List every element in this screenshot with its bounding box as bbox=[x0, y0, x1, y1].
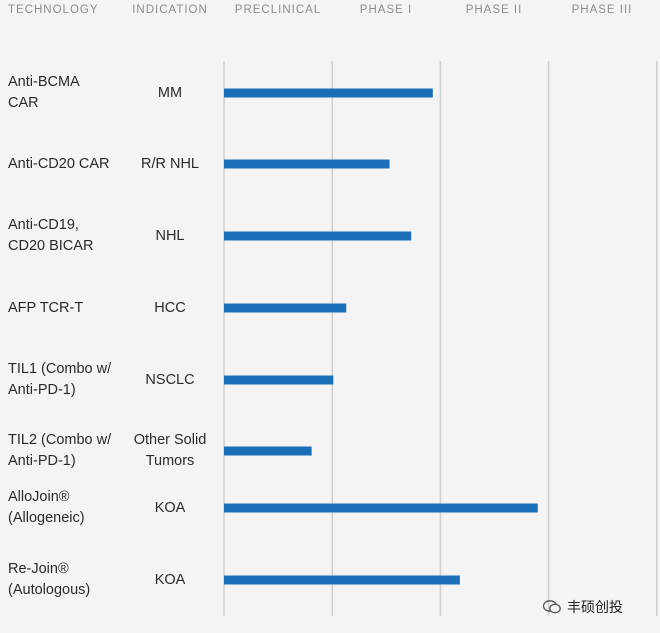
technology-label: Anti-CD20 CAR bbox=[8, 155, 110, 172]
progress-bar bbox=[224, 303, 347, 313]
indication-label: Other Solid Tumors bbox=[133, 432, 207, 469]
indication-label: HCC bbox=[154, 299, 186, 316]
technology-label: TIL1 (Combo w/ Anti-PD-1) bbox=[8, 361, 112, 398]
watermark: 丰硕创投 bbox=[542, 597, 623, 617]
header-phase-3: PHASE III bbox=[571, 4, 633, 16]
indication-label: MM bbox=[157, 84, 183, 101]
technology-label: Re-Join® (Autologous) bbox=[8, 561, 91, 598]
indication-label: R/R NHL bbox=[140, 155, 199, 172]
column-header: TECHNOLOGY INDICATION PRECLINICAL PHASE … bbox=[0, 0, 660, 22]
progress-bar bbox=[224, 446, 312, 456]
progress-bar bbox=[224, 375, 334, 385]
header-indication: INDICATION bbox=[132, 4, 208, 16]
progress-bar bbox=[224, 88, 433, 98]
watermark-text: 丰硕创投 bbox=[567, 599, 623, 615]
indication-label: KOA bbox=[154, 499, 186, 516]
progress-bar bbox=[224, 159, 390, 169]
indication-label: NHL bbox=[155, 227, 185, 244]
technology-label: AFP TCR-T bbox=[8, 299, 84, 316]
progress-bar bbox=[224, 575, 460, 585]
progress-bar bbox=[224, 231, 412, 241]
technology-label: AlloJoin® (Allogeneic) bbox=[8, 489, 85, 526]
header-phase-2: PHASE II bbox=[465, 4, 523, 16]
wechat-icon bbox=[542, 600, 561, 614]
header-technology: TECHNOLOGY bbox=[8, 4, 99, 16]
technology-label: TIL2 (Combo w/ Anti-PD-1) bbox=[8, 432, 112, 469]
technology-label: Anti-BCMA CAR bbox=[8, 74, 80, 111]
indication-label: NSCLC bbox=[145, 371, 195, 388]
header-phase-1: PHASE I bbox=[359, 4, 413, 16]
progress-bar bbox=[224, 503, 538, 513]
header-preclinical: PRECLINICAL bbox=[234, 4, 322, 16]
indication-label: KOA bbox=[154, 571, 186, 588]
technology-label: Anti-CD19, CD20 BICAR bbox=[8, 217, 94, 254]
